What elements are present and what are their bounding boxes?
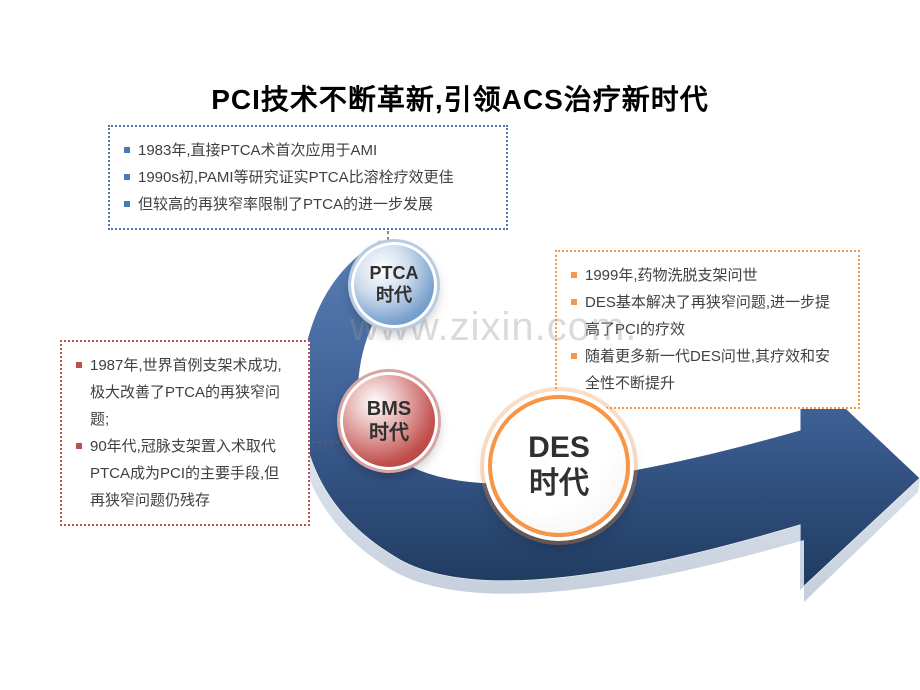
des-node: DES 时代: [488, 395, 630, 537]
bms-label-2: 时代: [369, 421, 409, 445]
bullet-icon: [571, 299, 577, 305]
des-label-2: 时代: [529, 466, 589, 502]
bullet-icon: [76, 362, 82, 368]
des-line-2: DES基本解决了再狭窄问题,进一步提高了PCI的疗效: [585, 289, 844, 343]
bullet-icon: [124, 147, 130, 153]
bullet-icon: [76, 443, 82, 449]
des-label-1: DES: [528, 430, 590, 466]
bms-line-1: 1987年,世界首例支架术成功,极大改善了PTCA的再狭窄问题;: [90, 352, 294, 433]
bms-node: BMS 时代: [340, 372, 438, 470]
bullet-icon: [124, 201, 130, 207]
bms-line-2: 90年代,冠脉支架置入术取代PTCA成为PCI的主要手段,但再狭窄问题仍残存: [90, 433, 294, 514]
bms-textbox: 1987年,世界首例支架术成功,极大改善了PTCA的再狭窄问题; 90年代,冠脉…: [60, 340, 310, 526]
bullet-icon: [571, 353, 577, 359]
ptca-line-2: 1990s初,PAMI等研究证实PTCA比溶栓疗效更佳: [138, 164, 454, 191]
bms-label-1: BMS: [367, 397, 411, 421]
page-title: PCI技术不断革新,引领ACS治疗新时代: [0, 78, 920, 118]
des-line-3: 随着更多新一代DES问世,其疗效和安全性不断提升: [585, 343, 844, 397]
bullet-icon: [124, 174, 130, 180]
ptca-label-1: PTCA: [370, 263, 419, 285]
ptca-line-1: 1983年,直接PTCA术首次应用于AMI: [138, 137, 377, 164]
ptca-line-3: 但较高的再狭窄率限制了PTCA的进一步发展: [138, 191, 433, 218]
ptca-textbox: 1983年,直接PTCA术首次应用于AMI 1990s初,PAMI等研究证实PT…: [108, 125, 508, 230]
ptca-label-2: 时代: [376, 285, 412, 307]
des-textbox: 1999年,药物洗脱支架问世 DES基本解决了再狭窄问题,进一步提高了PCI的疗…: [555, 250, 860, 409]
des-line-1: 1999年,药物洗脱支架问世: [585, 262, 758, 289]
bullet-icon: [571, 272, 577, 278]
ptca-node: PTCA 时代: [351, 242, 437, 328]
